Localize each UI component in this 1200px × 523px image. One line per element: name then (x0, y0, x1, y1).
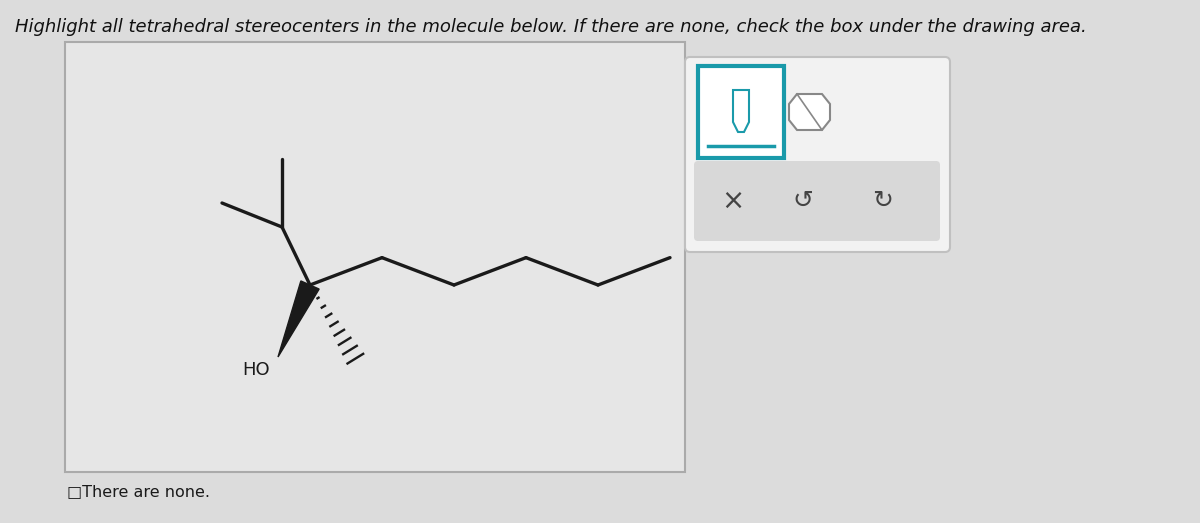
FancyBboxPatch shape (698, 66, 784, 158)
Polygon shape (790, 94, 830, 130)
Polygon shape (733, 90, 749, 132)
Text: □There are none.: □There are none. (67, 484, 210, 499)
FancyBboxPatch shape (65, 42, 685, 472)
Text: ↺: ↺ (792, 189, 814, 213)
FancyBboxPatch shape (685, 57, 950, 252)
Text: HO: HO (242, 361, 270, 379)
Polygon shape (278, 281, 319, 357)
FancyBboxPatch shape (694, 161, 940, 241)
Text: ↻: ↻ (872, 189, 894, 213)
Text: Highlight all tetrahedral stereocenters in the molecule below. If there are none: Highlight all tetrahedral stereocenters … (14, 18, 1087, 36)
Text: ×: × (721, 187, 745, 215)
